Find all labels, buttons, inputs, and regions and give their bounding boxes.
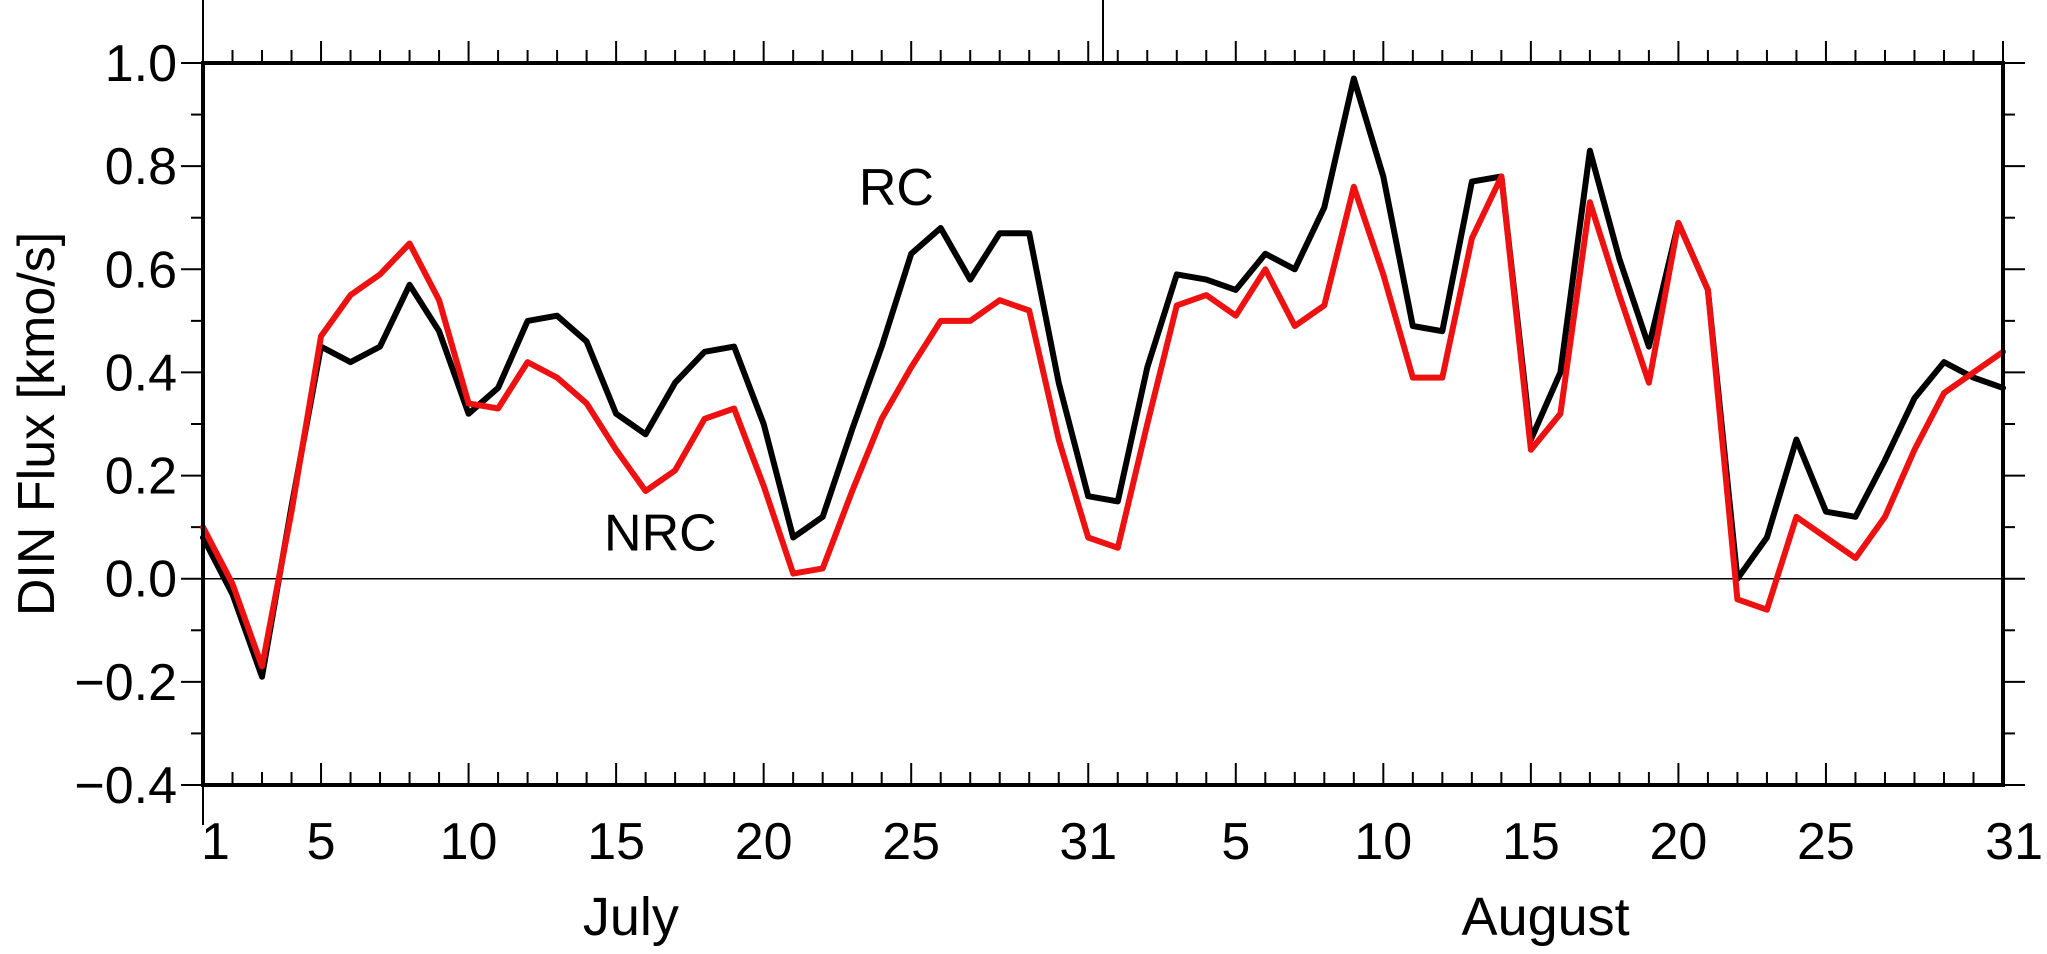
month-labels: July August	[583, 887, 1630, 947]
x-tick-labels: 1 5 10 15 20 25 31 5 10 15 20 25 31	[201, 813, 2043, 871]
x-tick-label: 15	[587, 813, 645, 871]
y-tick-label: 0.0	[105, 551, 177, 609]
y-tick-label: 0.8	[105, 138, 177, 196]
series-label-nrc: NRC	[604, 504, 717, 562]
y-tick-label: 1.0	[105, 35, 177, 93]
x-tick-label: 25	[882, 813, 940, 871]
series-label-rc: RC	[859, 159, 934, 217]
x-tick-label: 20	[1649, 813, 1707, 871]
y-tick-labels: −0.4 −0.2 0.0 0.2 0.4 0.6 0.8 1.0	[74, 35, 177, 815]
x-tick-label: 5	[1221, 813, 1250, 871]
series-line-rc	[200, 75, 2006, 680]
x-tick-label: 5	[307, 813, 336, 871]
axis-ticks	[181, 0, 2025, 825]
y-tick-label: −0.4	[74, 757, 177, 815]
x-tick-label: 10	[440, 813, 498, 871]
y-axis-title: DIN Flux [kmo/s]	[8, 232, 66, 616]
month-label: July	[583, 887, 679, 947]
x-tick-label: 31	[1985, 813, 2043, 871]
x-tick-label: 31	[1059, 813, 1117, 871]
month-label: August	[1462, 887, 1630, 947]
plot-frame	[201, 61, 2005, 787]
y-tick-label: −0.2	[74, 654, 177, 712]
x-tick-label: 15	[1502, 813, 1560, 871]
x-tick-label: 1	[201, 813, 230, 871]
x-tick-label: 25	[1797, 813, 1855, 871]
y-tick-label: 0.4	[105, 344, 177, 402]
series-line-nrc	[200, 173, 2006, 670]
x-tick-label: 20	[735, 813, 793, 871]
series-lines	[200, 75, 2006, 680]
y-tick-label: 0.2	[105, 448, 177, 506]
y-tick-label: 0.6	[105, 241, 177, 299]
x-tick-label: 10	[1354, 813, 1412, 871]
series-annotations: RC NRC	[604, 159, 934, 563]
